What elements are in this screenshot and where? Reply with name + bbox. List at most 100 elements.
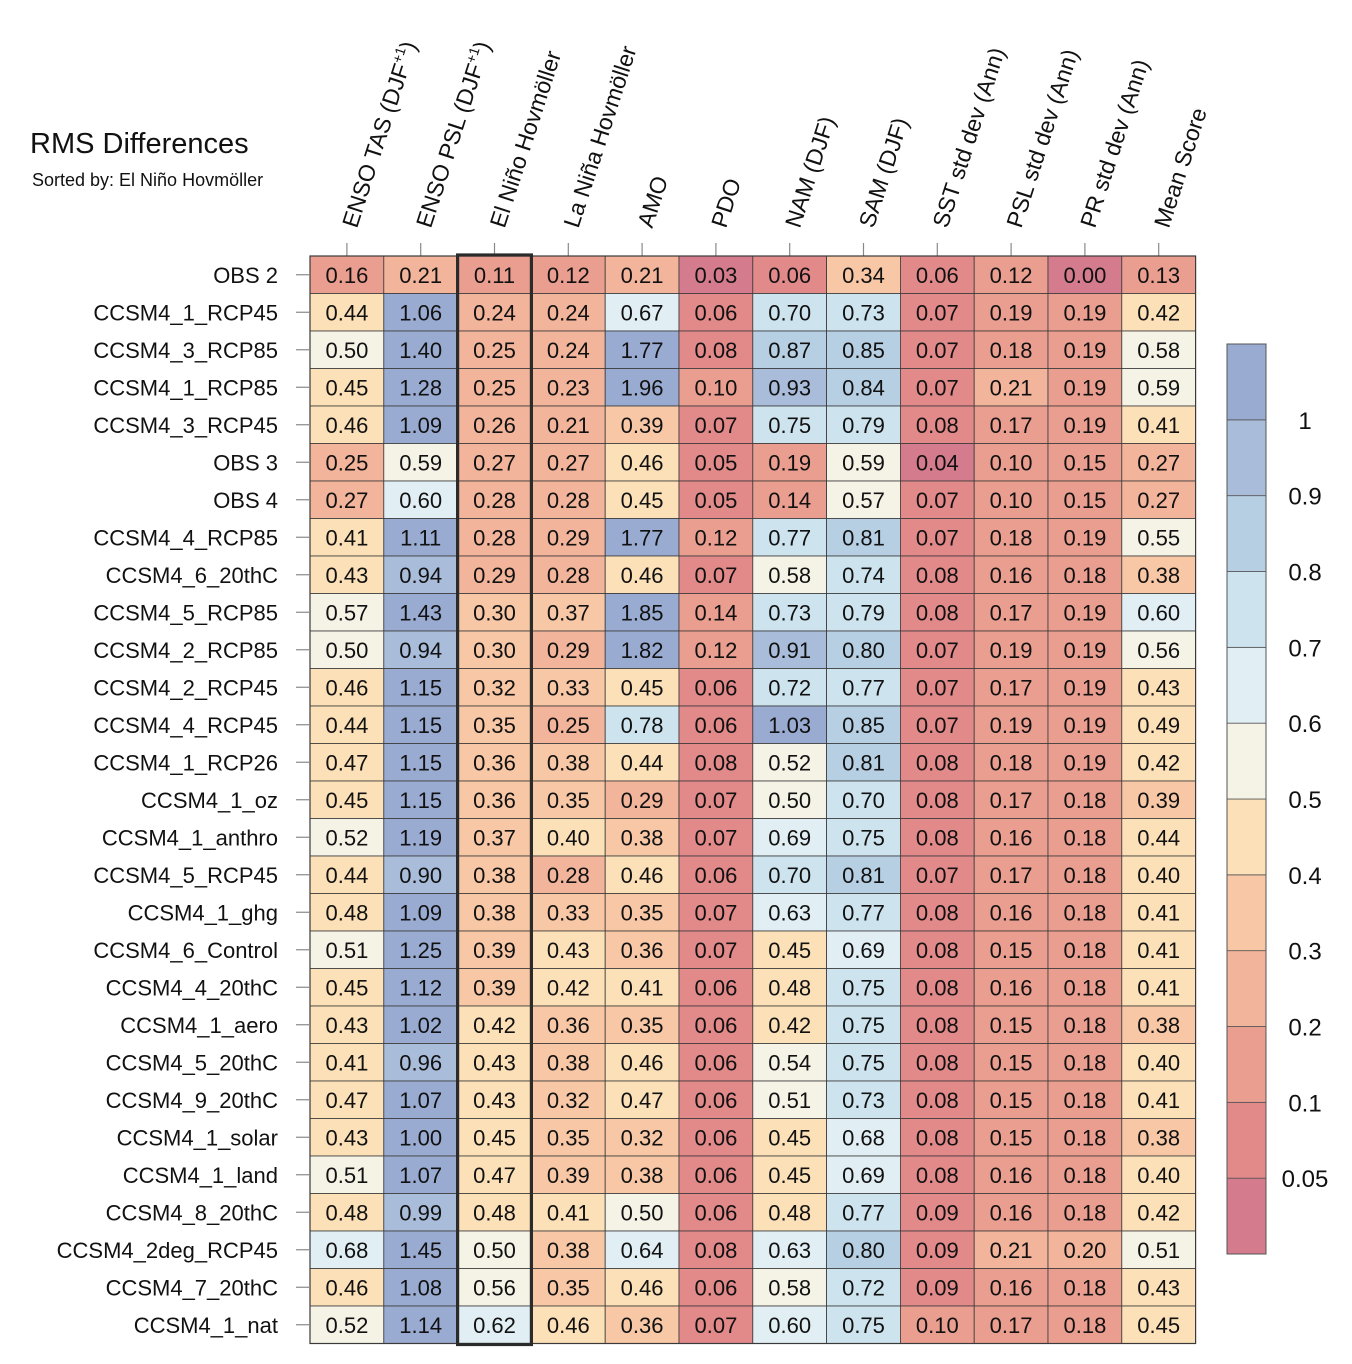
heatmap-cell [826,593,901,632]
cell-value: 0.06 [694,713,737,738]
cell-value: 0.44 [621,750,664,775]
heatmap-cell [604,705,680,744]
cell-value: 0.08 [916,1163,959,1188]
cell-value: 0.46 [621,563,664,588]
cell-value: 0.17 [990,1313,1033,1338]
heatmap-cell [383,1193,458,1232]
cell-value: 0.59 [1137,375,1180,400]
cell-value: 0.36 [621,1313,664,1338]
cell-value: 0.35 [547,1275,590,1300]
cell-value: 0.74 [842,563,885,588]
heatmap-cell [973,893,1049,932]
cell-value: 1.96 [621,375,664,400]
cell-value: 0.10 [990,450,1033,475]
cell-value: 1.15 [399,713,442,738]
heatmap-cell [752,1080,827,1119]
heatmap-cell [309,368,385,407]
heatmap-cell [309,630,385,669]
heatmap-cell [678,1043,754,1082]
cell-value: 0.08 [916,1125,959,1150]
heatmap-cell [531,1043,606,1082]
cell-value: 0.19 [990,638,1033,663]
cell-value: 0.32 [473,675,516,700]
heatmap-cell [383,705,458,744]
heatmap-cell [383,743,458,782]
cell-value: 0.48 [325,1200,368,1225]
cell-value: 0.75 [842,975,885,1000]
heatmap-cell [309,818,385,857]
heatmap-cell [973,855,1049,894]
cell-value: 0.57 [842,488,885,513]
cell-value: 0.15 [990,1050,1033,1075]
heatmap-cell [1047,668,1123,707]
cell-value: 0.15 [990,1013,1033,1038]
cell-value: 0.48 [768,975,811,1000]
cell-value: 0.44 [325,863,368,888]
cell-value: 0.18 [1063,1313,1106,1338]
heatmap-cell [457,555,532,594]
cell-value: 0.18 [990,338,1033,363]
cell-value: 0.19 [1063,675,1106,700]
cell-value: 0.26 [473,413,516,438]
cell-value: 0.42 [473,1013,516,1038]
cell-value: 1.09 [399,900,442,925]
row-label: CCSM4_2deg_RCP45 [57,1238,278,1263]
cell-value: 0.17 [990,788,1033,813]
colorbar-bin [1226,950,1267,1027]
cell-value: 0.17 [990,863,1033,888]
cell-value: 0.85 [842,713,885,738]
heatmap-cell [678,743,754,782]
heatmap-cell [309,1118,385,1157]
cell-value: 0.19 [1063,713,1106,738]
heatmap-cell [1121,855,1197,894]
cell-value: 0.45 [768,938,811,963]
column-label-pdo: PDO [706,175,746,230]
cell-value: 0.58 [768,1275,811,1300]
heatmap-cell [900,1118,975,1157]
row-label: CCSM4_1_anthro [102,825,278,850]
cell-value: 0.57 [325,600,368,625]
cell-value: 0.07 [916,338,959,363]
cell-value: 0.63 [768,1238,811,1263]
cell-value: 1.02 [399,1013,442,1038]
cell-value: 0.52 [325,1313,368,1338]
cell-value: 0.18 [1063,1275,1106,1300]
heatmap-cell [604,1080,680,1119]
cell-value: 0.99 [399,1200,442,1225]
heatmap-cell [1121,780,1197,819]
heatmap-cell [457,968,532,1007]
colorbar-tick-label: 0.8 [1288,560,1321,587]
heatmap-cell [826,630,901,669]
row-label: CCSM4_4_RCP45 [93,713,278,738]
cell-value: 0.40 [547,825,590,850]
cell-value: 0.09 [916,1275,959,1300]
cell-value: 0.08 [916,975,959,1000]
cell-value: 0.19 [1063,413,1106,438]
cell-value: 0.94 [399,563,442,588]
cell-value: 0.38 [547,1238,590,1263]
cell-value: 0.45 [325,975,368,1000]
cell-value: 0.41 [1137,1088,1180,1113]
cell-value: 0.18 [1063,863,1106,888]
heatmap-cell [900,1043,975,1082]
heatmap-cell [678,1005,754,1044]
cell-value: 0.18 [1063,563,1106,588]
colorbar-bin [1226,1101,1267,1179]
cell-value: 0.07 [694,1313,737,1338]
cell-value: 0.24 [473,300,516,325]
colorbar-tick-label: 1 [1298,408,1311,435]
cell-value: 0.06 [694,1125,737,1150]
heatmap-cell [826,780,901,819]
heatmap-cell [1121,1005,1197,1044]
cell-value: 1.08 [399,1275,442,1300]
heatmap-cell [678,668,754,707]
cell-value: 0.38 [1137,1125,1180,1150]
cell-value: 0.68 [325,1238,368,1263]
cell-value: 0.38 [1137,563,1180,588]
heatmap-cell [678,780,754,819]
cell-value: 0.73 [842,300,885,325]
heatmap-cell [531,780,606,819]
cell-value: 0.33 [547,675,590,700]
heatmap-cell [752,780,827,819]
